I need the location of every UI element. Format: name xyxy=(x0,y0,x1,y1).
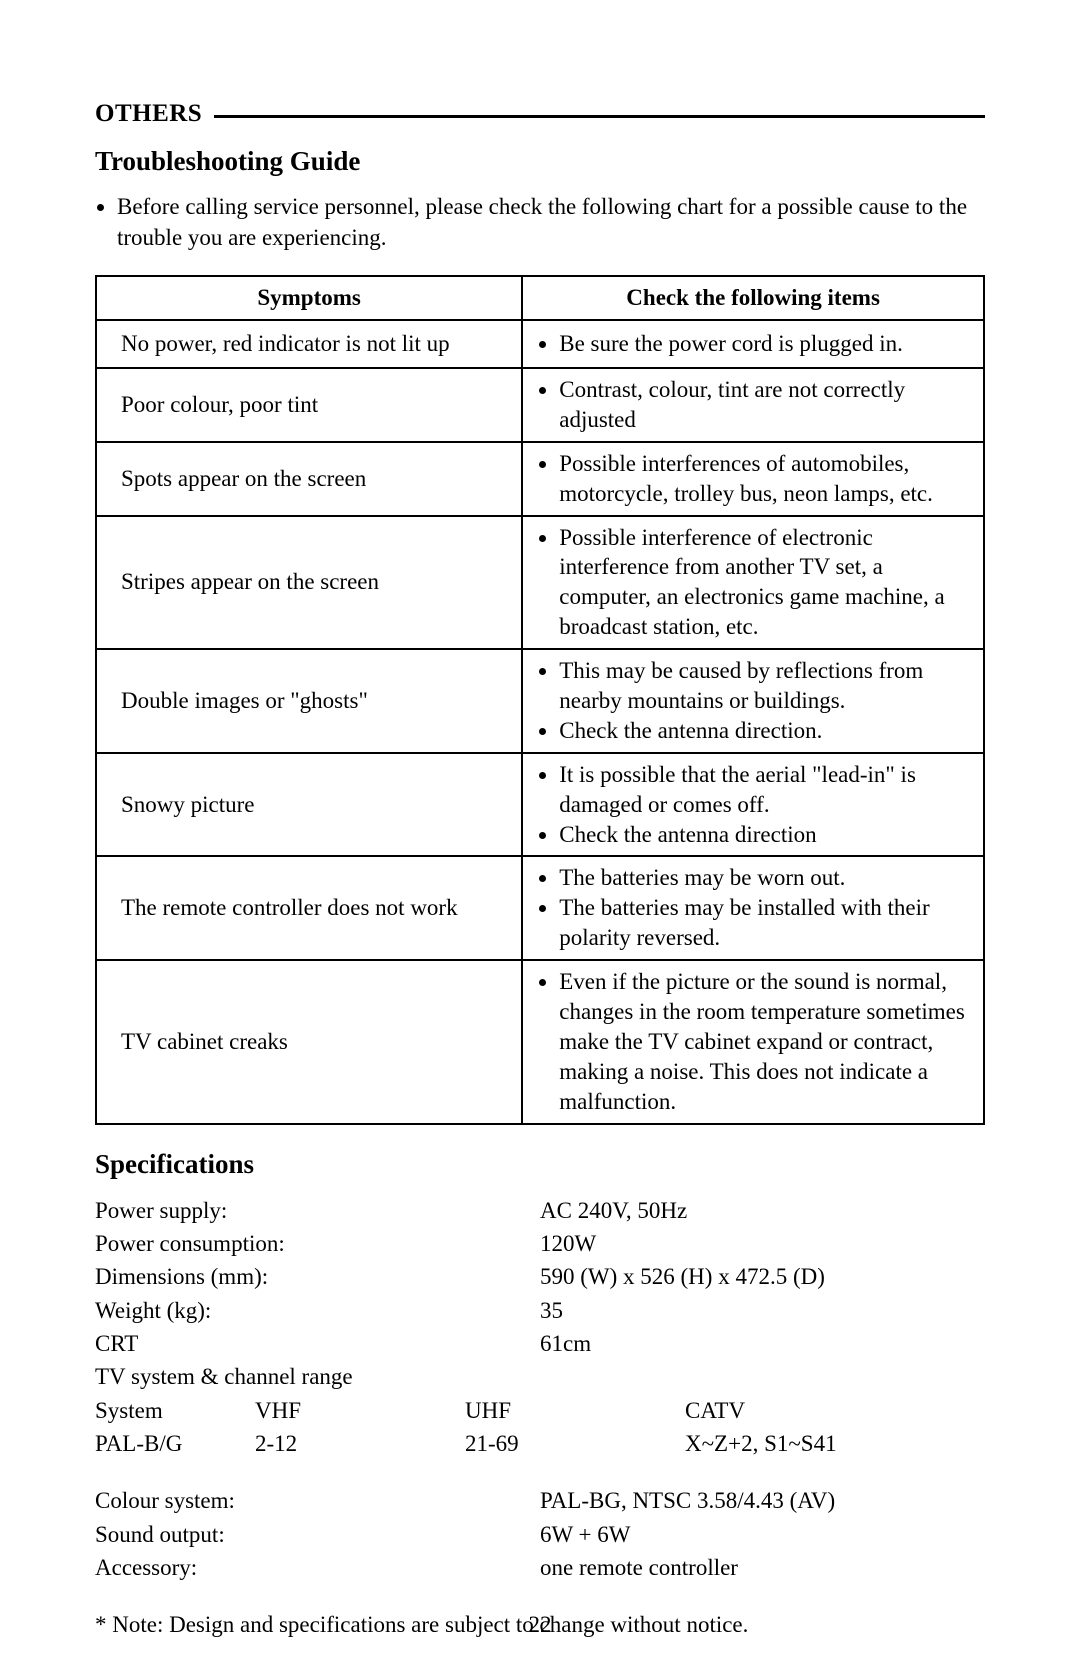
table-row: Poor colour, poor tint Contrast, colour, … xyxy=(96,368,984,442)
section-header: OTHERS xyxy=(95,100,985,128)
check-item: Check the antenna direction xyxy=(559,820,977,850)
page-number: 22 xyxy=(0,1612,1080,1638)
symptom-cell: Stripes appear on the screen xyxy=(96,516,522,650)
troubleshooting-heading: Troubleshooting Guide xyxy=(95,146,985,177)
checks-cell: Possible interferences of automobiles, m… xyxy=(522,442,984,516)
checks-cell: Possible interference of electronic inte… xyxy=(522,516,984,650)
checks-cell: Contrast, colour, tint are not correctly… xyxy=(522,368,984,442)
symptom-cell: Spots appear on the screen xyxy=(96,442,522,516)
troubleshooting-table: Symptoms Check the following items No po… xyxy=(95,275,985,1124)
spec-label: CRT xyxy=(95,1327,540,1360)
channel-range-label: TV system & channel range xyxy=(95,1360,540,1393)
spec-label: Weight (kg): xyxy=(95,1294,540,1327)
checks-list: Possible interference of electronic inte… xyxy=(533,523,977,643)
check-item: It is possible that the aerial "lead-in"… xyxy=(559,760,977,820)
check-item: Possible interference of electronic inte… xyxy=(559,523,977,643)
check-item: This may be caused by reflections from n… xyxy=(559,656,977,716)
table-row: Snowy picture It is possible that the aer… xyxy=(96,753,984,857)
checks-list: The batteries may be worn out.The batter… xyxy=(533,863,977,953)
chan-h-system: System xyxy=(95,1394,255,1427)
channel-value-row: PAL-B/G 2-12 21-69 X~Z+2, S1~S41 xyxy=(95,1427,985,1460)
spec-label: Power supply: xyxy=(95,1194,540,1227)
chan-v-vhf: 2-12 xyxy=(255,1427,465,1460)
spec-row: Power consumption:120W xyxy=(95,1227,985,1260)
spec-label: Colour system: xyxy=(95,1484,540,1517)
table-row: Stripes appear on the screen Possible int… xyxy=(96,516,984,650)
checks-cell: The batteries may be worn out.The batter… xyxy=(522,856,984,960)
chan-h-catv: CATV xyxy=(685,1394,985,1427)
table-row: The remote controller does not workThe b… xyxy=(96,856,984,960)
spec-row: Dimensions (mm):590 (W) x 526 (H) x 472.… xyxy=(95,1260,985,1293)
col-symptoms: Symptoms xyxy=(96,276,522,320)
spec-label: Dimensions (mm): xyxy=(95,1260,540,1293)
spec-row: CRT61cm xyxy=(95,1327,985,1360)
spec-row: Accessory:one remote controller xyxy=(95,1551,985,1584)
table-header-row: Symptoms Check the following items xyxy=(96,276,984,320)
spec-label: Sound output: xyxy=(95,1518,540,1551)
checks-cell: Even if the picture or the sound is norm… xyxy=(522,960,984,1123)
checks-cell: This may be caused by reflections from n… xyxy=(522,649,984,753)
check-item: The batteries may be installed with thei… xyxy=(559,893,977,953)
spec-value: PAL-BG, NTSC 3.58/4.43 (AV) xyxy=(540,1484,985,1517)
checks-list: This may be caused by reflections from n… xyxy=(533,656,977,746)
checks-list: It is possible that the aerial "lead-in"… xyxy=(533,760,977,850)
chan-v-system: PAL-B/G xyxy=(95,1427,255,1460)
check-item: Even if the picture or the sound is norm… xyxy=(559,967,977,1116)
spec-label: Power consumption: xyxy=(95,1227,540,1260)
spec-label: Accessory: xyxy=(95,1551,540,1584)
col-checks: Check the following items xyxy=(522,276,984,320)
spec-value: 61cm xyxy=(540,1327,985,1360)
spec-row: TV system & channel range xyxy=(95,1360,985,1393)
intro-text: Before calling service personnel, please… xyxy=(117,191,985,253)
spec-value: 590 (W) x 526 (H) x 472.5 (D) xyxy=(540,1260,985,1293)
checks-list: Be sure the power cord is plugged in. xyxy=(533,329,977,359)
checks-list: Even if the picture or the sound is norm… xyxy=(533,967,977,1116)
symptom-cell: No power, red indicator is not lit up xyxy=(96,320,522,368)
checks-list: Possible interferences of automobiles, m… xyxy=(533,449,977,509)
spec-value: AC 240V, 50Hz xyxy=(540,1194,985,1227)
specifications-heading: Specifications xyxy=(95,1149,985,1180)
spec-row: Sound output:6W + 6W xyxy=(95,1518,985,1551)
table-row: Double images or "ghosts" This may be cau… xyxy=(96,649,984,753)
symptom-cell: Double images or "ghosts" xyxy=(96,649,522,753)
table-row: No power, red indicator is not lit up Be … xyxy=(96,320,984,368)
chan-v-catv: X~Z+2, S1~S41 xyxy=(685,1427,985,1460)
check-item: Be sure the power cord is plugged in. xyxy=(559,329,977,359)
table-row: TV cabinet creaksEven if the picture or … xyxy=(96,960,984,1123)
spec-value: 120W xyxy=(540,1227,985,1260)
specifications-section: Specifications Power supply:AC 240V, 50H… xyxy=(95,1149,985,1639)
spec-row: Colour system:PAL-BG, NTSC 3.58/4.43 (AV… xyxy=(95,1484,985,1517)
intro-list: Before calling service personnel, please… xyxy=(95,191,985,253)
checks-cell: Be sure the power cord is plugged in. xyxy=(522,320,984,368)
symptom-cell: TV cabinet creaks xyxy=(96,960,522,1123)
page: OTHERS Troubleshooting Guide Before call… xyxy=(0,0,1080,1678)
symptom-cell: The remote controller does not work xyxy=(96,856,522,960)
table-row: Spots appear on the screen Possible inter… xyxy=(96,442,984,516)
chan-h-uhf: UHF xyxy=(465,1394,685,1427)
check-item: The batteries may be worn out. xyxy=(559,863,977,893)
checks-list: Contrast, colour, tint are not correctly… xyxy=(533,375,977,435)
checks-cell: It is possible that the aerial "lead-in"… xyxy=(522,753,984,857)
spec-value: one remote controller xyxy=(540,1551,985,1584)
symptom-cell: Poor colour, poor tint xyxy=(96,368,522,442)
check-item: Check the antenna direction. xyxy=(559,716,977,746)
chan-v-uhf: 21-69 xyxy=(465,1427,685,1460)
section-rule xyxy=(214,115,985,118)
spec-row: Weight (kg):35 xyxy=(95,1294,985,1327)
section-label: OTHERS xyxy=(95,100,214,128)
check-item: Possible interferences of automobiles, m… xyxy=(559,449,977,509)
channel-range-table: System VHF UHF CATV PAL-B/G 2-12 21-69 X… xyxy=(95,1394,985,1461)
spec-value: 6W + 6W xyxy=(540,1518,985,1551)
spec-value: 35 xyxy=(540,1294,985,1327)
spec-row: Power supply:AC 240V, 50Hz xyxy=(95,1194,985,1227)
check-item: Contrast, colour, tint are not correctly… xyxy=(559,375,977,435)
channel-header-row: System VHF UHF CATV xyxy=(95,1394,985,1427)
symptom-cell: Snowy picture xyxy=(96,753,522,857)
chan-h-vhf: VHF xyxy=(255,1394,465,1427)
